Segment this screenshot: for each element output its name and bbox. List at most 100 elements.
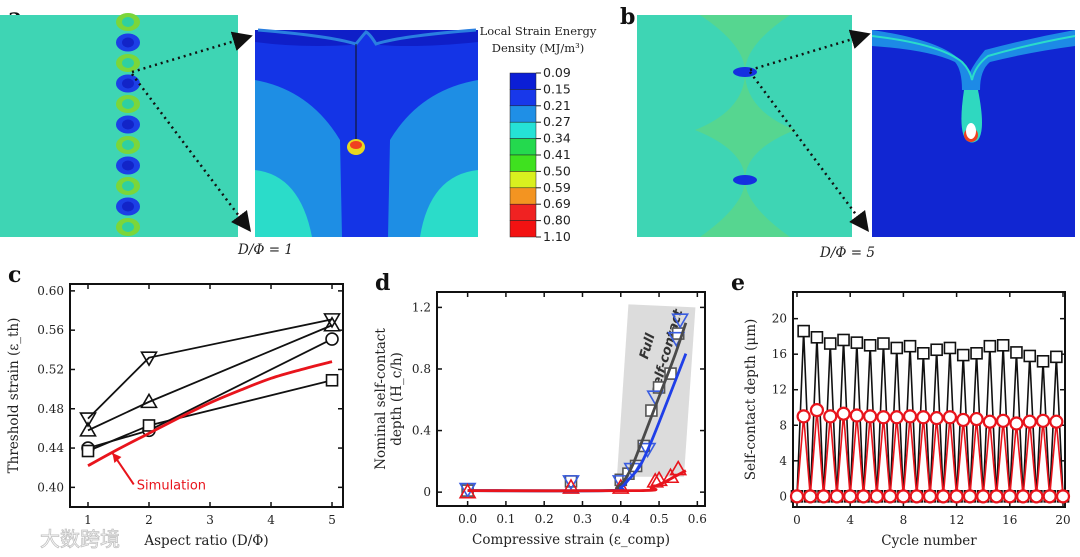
fit-line: [467, 469, 687, 493]
plot-frame: [792, 291, 1066, 508]
data-point: [869, 489, 884, 504]
data-point: [850, 336, 864, 349]
colorbar: Local Strain Energy Density (MJ/m³) 0.09…: [480, 24, 597, 244]
y-tick-label: 0.48: [37, 402, 64, 416]
data-point: [142, 419, 156, 432]
series-Simulation: [87, 360, 333, 467]
data-point: [1010, 346, 1023, 359]
y-tick-label: 4: [779, 454, 787, 468]
data-point: [929, 411, 944, 426]
colorbar-label: 1.10: [543, 229, 571, 244]
y-tick-label: 8: [779, 418, 787, 432]
x-tick-label: 12: [949, 513, 964, 527]
y-tick-label: 16: [772, 347, 787, 361]
plot-frame: [436, 291, 706, 507]
zoom-arrow-bottom-b: [748, 71, 869, 233]
colorbar-title-line2: Density (MJ/m³): [492, 41, 585, 55]
x-tick-label: 0.3: [573, 512, 592, 526]
y-axis-label: Threshold strain (ε_th): [6, 318, 22, 474]
data-point: [1009, 416, 1024, 431]
data-point: [81, 444, 95, 458]
data-point: [936, 489, 951, 504]
series-line: [87, 338, 333, 449]
zoom-arrow-bottom-a: [131, 73, 252, 232]
x-tick-label: 1: [84, 513, 92, 527]
colorbar-swatch: [509, 203, 537, 221]
colorbar-swatch: [509, 171, 537, 189]
panel-a: a D/Φ = 1: [0, 4, 478, 258]
data-point: [956, 412, 971, 428]
data-point: [809, 403, 825, 418]
data-point: [863, 409, 878, 424]
y-axis-label-line1: Nominal self-contact: [373, 328, 389, 470]
series-line: [87, 318, 333, 420]
data-point: [323, 316, 341, 332]
y-tick-label: 0: [779, 489, 787, 503]
data-point: [1023, 349, 1037, 363]
x-axis-label: Compressive strain (ε_comp): [472, 532, 670, 548]
data-point: [970, 347, 983, 360]
data-point: [863, 339, 877, 352]
x-tick-label: 4: [846, 513, 854, 527]
data-point: [562, 478, 580, 494]
colorbar-swatch: [509, 154, 537, 172]
x-tick-label: 0: [793, 513, 801, 527]
data-point: [323, 313, 341, 329]
data-point: [896, 489, 911, 504]
x-tick-label: 5: [328, 513, 336, 527]
chart-self-contact-depth-vs-cycle: e 0 4 8 12 16 20 0 4 8 12 16 20 Cycle number Self-cont…: [731, 270, 1071, 549]
panel-label-c: c: [8, 262, 21, 288]
series-line: [87, 379, 333, 452]
data-point: [956, 348, 970, 362]
y-axis-label: Self-contact depth (μm): [743, 319, 759, 481]
data-point: [562, 475, 580, 491]
data-point: [976, 489, 991, 504]
colorbar-label: 0.34: [543, 131, 571, 146]
data-point: [325, 332, 339, 346]
data-point: [943, 341, 957, 355]
x-tick-label: 0.6: [688, 512, 707, 526]
y-tick-label: 0.56: [37, 323, 64, 337]
data-point: [996, 339, 1010, 352]
series-circle: [81, 332, 339, 455]
caption-a: D/Φ = 1: [237, 242, 293, 258]
data-point: [903, 339, 917, 353]
y-axis-label-line2: depth (H_c/h): [389, 352, 405, 446]
panel-label-e: e: [731, 270, 745, 296]
data-point: [849, 408, 864, 423]
data-point: [962, 489, 977, 504]
data-point: [856, 489, 871, 504]
annotation-full: Full: [637, 331, 659, 360]
x-tick-label: 0.2: [535, 512, 554, 526]
y-tick-label: 0.60: [37, 284, 64, 298]
colorbar-label: 0.41: [543, 147, 571, 162]
data-point: [916, 410, 931, 425]
series-down-triangle: [79, 313, 341, 428]
fit-line: [87, 360, 333, 467]
colorbar-label: 0.50: [543, 163, 571, 178]
colorbar-swatch: [509, 89, 537, 107]
x-tick-label: 4: [267, 513, 275, 527]
y-tick-label: 12: [772, 383, 787, 397]
data-point: [1022, 414, 1037, 429]
series-square: [81, 373, 339, 458]
watermark: 大数跨境: [40, 527, 120, 551]
x-tick-label: 8: [900, 513, 908, 527]
data-point: [917, 347, 930, 360]
data-point: [79, 421, 97, 437]
panel-b: b D/Φ = 5: [620, 4, 1076, 261]
plot-frame: [69, 283, 344, 508]
data-point: [989, 489, 1004, 504]
colorbar-label: 0.59: [543, 180, 571, 195]
data-point: [1042, 489, 1057, 504]
colorbar-swatch: [509, 220, 537, 238]
data-point: [889, 410, 904, 425]
simulation-overview-b: [637, 15, 852, 237]
data-point: [890, 341, 904, 355]
series-red-fit: [467, 469, 687, 493]
y-tick-label: 0.8: [412, 362, 431, 376]
y-tick-label: 20: [772, 312, 787, 326]
data-point: [1055, 489, 1071, 504]
simulation-overview-a: [0, 13, 238, 237]
